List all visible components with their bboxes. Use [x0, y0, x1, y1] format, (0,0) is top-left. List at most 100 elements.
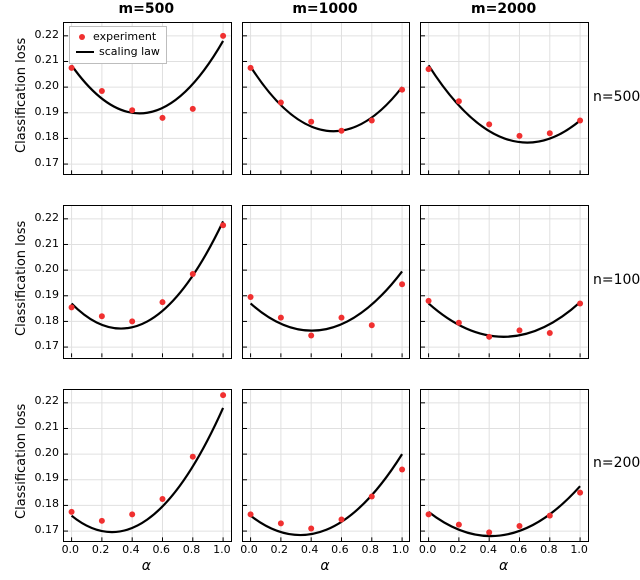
xtick-label: 0.8 — [183, 543, 201, 556]
xtick-label: 0.4 — [122, 543, 140, 556]
ytick-label: 0.21 — [35, 53, 60, 66]
experiment-point — [399, 282, 405, 288]
panel-r0-c1 — [242, 22, 411, 175]
experiment-point — [129, 511, 135, 517]
ytick-label: 0.19 — [35, 471, 60, 484]
scaling-law-curve — [429, 65, 581, 142]
y-axis-label-0: Classification loss — [14, 37, 29, 152]
y-axis-label-1: Classification loss — [14, 221, 29, 336]
panel-r0-c2 — [420, 22, 589, 175]
row-title-2: n=2000 — [593, 455, 640, 471]
experiment-point — [99, 88, 105, 94]
panel-svg — [243, 206, 410, 357]
experiment-point — [69, 305, 75, 311]
panel-svg — [421, 23, 588, 174]
ytick-label: 0.19 — [35, 105, 60, 118]
experiment-point — [129, 319, 135, 325]
scaling-law-curve — [250, 67, 402, 132]
ytick-label: 0.21 — [35, 237, 60, 250]
ytick-label: 0.19 — [35, 288, 60, 301]
experiment-point — [456, 320, 462, 326]
scaling-law-curve — [72, 408, 224, 532]
xtick-label: 0.0 — [240, 543, 258, 556]
experiment-point — [159, 300, 165, 306]
panel-svg — [243, 390, 410, 541]
x-axis-label-1: α — [242, 558, 409, 574]
legend-dot-icon — [76, 32, 88, 42]
experiment-point — [399, 466, 405, 472]
ytick-label: 0.22 — [35, 28, 60, 41]
ytick-label: 0.21 — [35, 420, 60, 433]
xtick-label: 1.0 — [213, 543, 231, 556]
x-axis-label-0: α — [63, 558, 230, 574]
experiment-point — [159, 496, 165, 502]
panel-r1-c1 — [242, 205, 411, 358]
experiment-point — [338, 516, 344, 522]
xtick-label: 0.6 — [331, 543, 349, 556]
xtick-label: 0.6 — [152, 543, 170, 556]
experiment-point — [247, 511, 253, 517]
experiment-point — [190, 271, 196, 277]
legend: experimentscaling law — [69, 26, 167, 64]
panel-svg — [421, 390, 588, 541]
panel-svg — [64, 206, 231, 357]
experiment-point — [577, 117, 583, 123]
col-title-2: m=2000 — [420, 1, 587, 17]
legend-law: scaling law — [76, 45, 160, 60]
legend-line-icon — [76, 51, 94, 53]
scaling-law-curve — [250, 454, 402, 535]
experiment-point — [456, 98, 462, 104]
col-title-0: m=500 — [63, 1, 230, 17]
panel-r1-c0 — [63, 205, 232, 358]
ytick-label: 0.22 — [35, 211, 60, 224]
xtick-label: 0.2 — [449, 543, 467, 556]
experiment-point — [69, 65, 75, 71]
experiment-point — [577, 489, 583, 495]
experiment-point — [577, 301, 583, 307]
ytick-label: 0.20 — [35, 262, 60, 275]
experiment-point — [159, 115, 165, 121]
x-axis-label-2: α — [420, 558, 587, 574]
experiment-point — [308, 525, 314, 531]
scaling-law-curve — [429, 303, 581, 338]
experiment-point — [220, 223, 226, 229]
panel-svg — [421, 206, 588, 357]
experiment-point — [368, 117, 374, 123]
experiment-point — [517, 523, 523, 529]
xtick-label: 1.0 — [570, 543, 588, 556]
ytick-label: 0.17 — [35, 339, 60, 352]
experiment-point — [487, 121, 493, 127]
experiment-point — [517, 133, 523, 139]
experiment-point — [99, 314, 105, 320]
xtick-label: 0.8 — [361, 543, 379, 556]
panel-r2-c1 — [242, 389, 411, 542]
ytick-label: 0.17 — [35, 523, 60, 536]
xtick-label: 0.8 — [540, 543, 558, 556]
experiment-point — [220, 392, 226, 398]
legend-experiment: experiment — [76, 30, 160, 45]
experiment-point — [368, 323, 374, 329]
col-title-1: m=1000 — [242, 1, 409, 17]
experiment-point — [426, 66, 432, 72]
experiment-point — [220, 33, 226, 39]
panel-svg — [243, 23, 410, 174]
experiment-point — [338, 128, 344, 134]
experiment-point — [278, 315, 284, 321]
experiment-point — [247, 65, 253, 71]
experiment-point — [547, 130, 553, 136]
experiment-point — [487, 529, 493, 535]
xtick-label: 0.2 — [92, 543, 110, 556]
xtick-label: 0.4 — [480, 543, 498, 556]
ytick-label: 0.20 — [35, 79, 60, 92]
experiment-point — [426, 298, 432, 304]
experiment-point — [487, 334, 493, 340]
panel-r2-c0 — [63, 389, 232, 542]
experiment-point — [399, 87, 405, 93]
experiment-point — [278, 520, 284, 526]
ytick-label: 0.22 — [35, 394, 60, 407]
xtick-label: 0.2 — [271, 543, 289, 556]
experiment-point — [247, 294, 253, 300]
experiment-point — [426, 511, 432, 517]
ytick-label: 0.18 — [35, 130, 60, 143]
experiment-point — [338, 315, 344, 321]
